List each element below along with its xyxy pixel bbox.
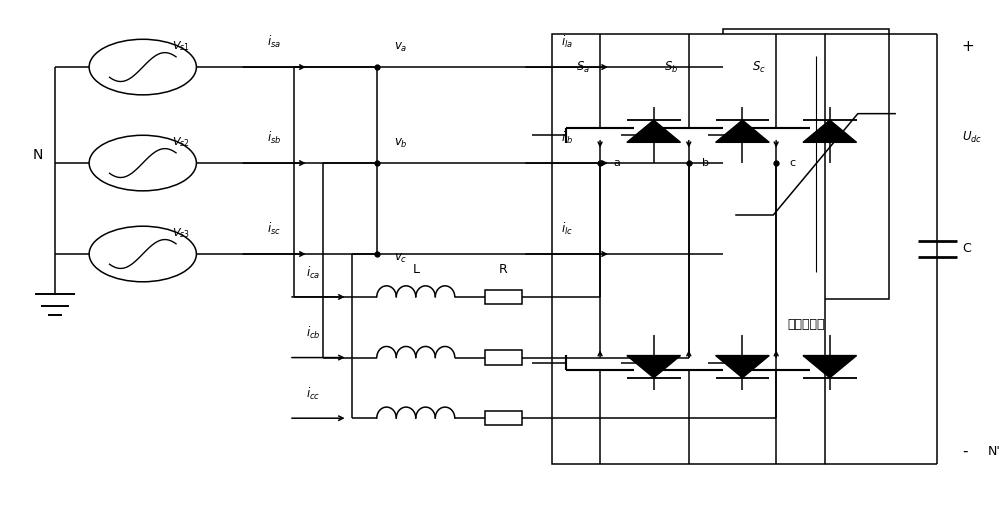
Bar xyxy=(485,290,522,304)
Bar xyxy=(723,29,889,300)
Text: C: C xyxy=(962,242,971,256)
Text: +: + xyxy=(962,39,975,54)
Text: $i_{cb}$: $i_{cb}$ xyxy=(306,325,321,341)
Text: c: c xyxy=(790,158,796,168)
Polygon shape xyxy=(803,120,857,142)
Text: -: - xyxy=(962,443,967,459)
Polygon shape xyxy=(627,120,681,142)
Text: N: N xyxy=(32,148,43,163)
Text: b: b xyxy=(702,158,709,168)
Text: $i_{cc}$: $i_{cc}$ xyxy=(306,386,321,402)
Text: $i_{ca}$: $i_{ca}$ xyxy=(306,265,321,281)
Bar xyxy=(552,34,825,464)
Text: $i_{sa}$: $i_{sa}$ xyxy=(267,34,281,50)
Text: $i_{lb}$: $i_{lb}$ xyxy=(561,130,573,146)
Text: $V_{s1}$: $V_{s1}$ xyxy=(172,39,190,53)
Text: $i_{lc}$: $i_{lc}$ xyxy=(561,220,573,237)
Text: $i_{sc}$: $i_{sc}$ xyxy=(267,220,281,237)
Text: N': N' xyxy=(988,444,1000,458)
Polygon shape xyxy=(716,356,769,378)
Polygon shape xyxy=(627,356,681,378)
Text: $V_{s3}$: $V_{s3}$ xyxy=(172,226,190,240)
Text: $S_b$: $S_b$ xyxy=(664,59,678,75)
Text: $i_{la}$: $i_{la}$ xyxy=(561,34,573,50)
Text: $S_a$: $S_a$ xyxy=(576,59,590,75)
Text: 非线性负载: 非线性负载 xyxy=(787,318,825,331)
Polygon shape xyxy=(716,120,769,142)
Text: $i_{sb}$: $i_{sb}$ xyxy=(267,130,282,146)
Text: R: R xyxy=(499,263,508,276)
Bar xyxy=(485,351,522,365)
Text: a: a xyxy=(614,158,621,168)
Text: $U_{dc}$: $U_{dc}$ xyxy=(962,130,982,145)
Text: $V_{s2}$: $V_{s2}$ xyxy=(172,135,190,149)
Text: $S_c$: $S_c$ xyxy=(752,59,766,75)
Bar xyxy=(485,411,522,425)
Text: $v_a$: $v_a$ xyxy=(394,41,408,54)
Text: $v_b$: $v_b$ xyxy=(394,137,408,150)
Polygon shape xyxy=(803,356,857,378)
Text: $v_c$: $v_c$ xyxy=(394,251,408,265)
Text: L: L xyxy=(412,263,419,276)
